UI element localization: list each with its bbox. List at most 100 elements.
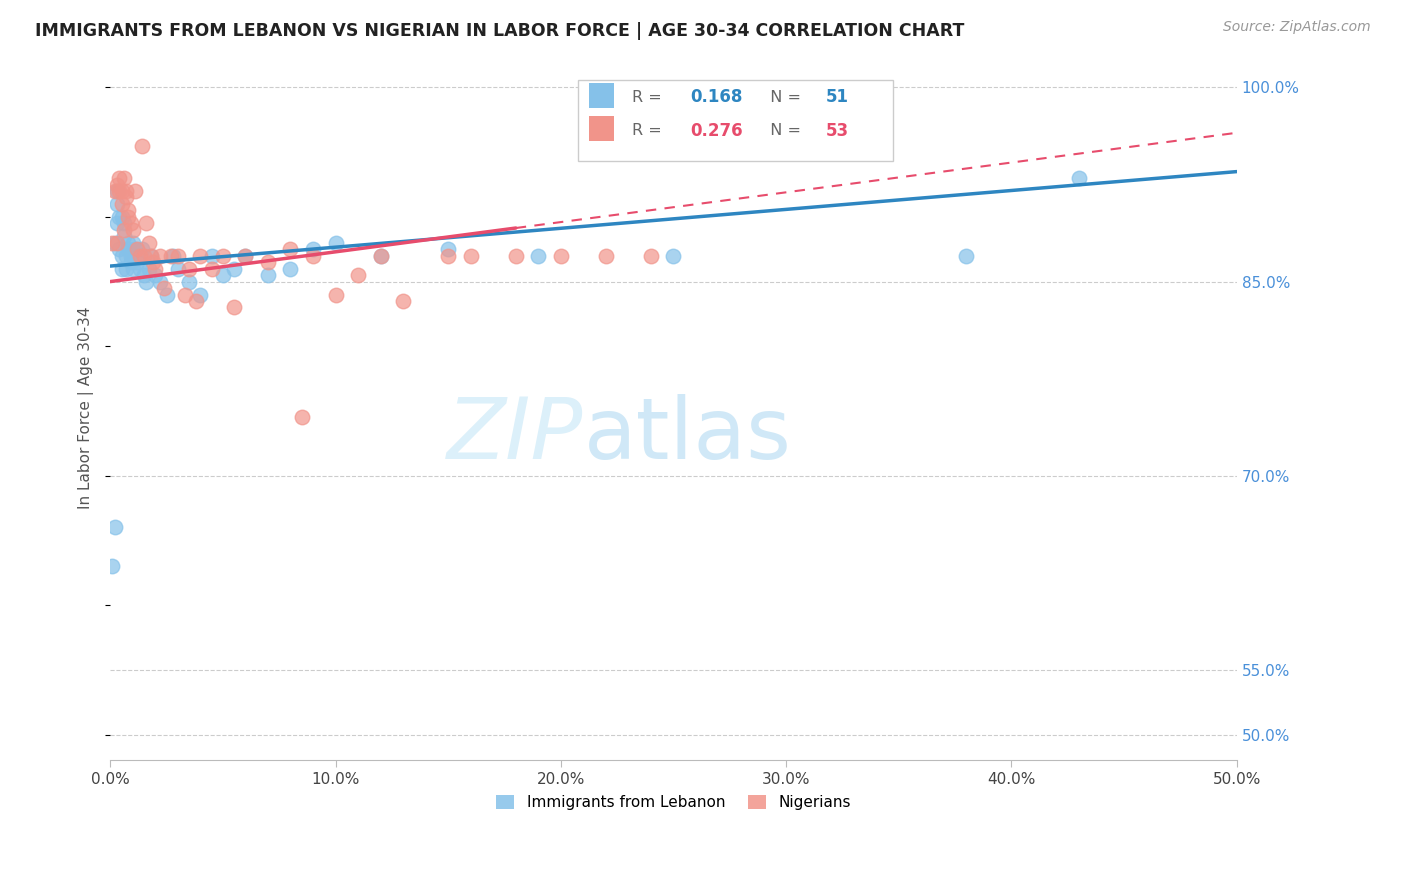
- Point: [105, 235, 128, 250]
- Point: [115, 190, 138, 204]
- Point: [108, 184, 131, 198]
- Point: [117, 235, 139, 250]
- Point: [370, 249, 392, 263]
- Point: [212, 249, 235, 263]
- Point: [127, 249, 149, 263]
- Point: [143, 261, 166, 276]
- Text: R =: R =: [631, 123, 666, 138]
- Legend: Immigrants from Lebanon, Nigerians: Immigrants from Lebanon, Nigerians: [489, 789, 858, 816]
- Point: [128, 249, 150, 263]
- Text: IMMIGRANTS FROM LEBANON VS NIGERIAN IN LABOR FORCE | AGE 30-34 CORRELATION CHART: IMMIGRANTS FROM LEBANON VS NIGERIAN IN L…: [35, 22, 965, 40]
- Point: [201, 249, 224, 263]
- FancyBboxPatch shape: [578, 79, 893, 161]
- Point: [1271, 689, 1294, 703]
- Point: [139, 249, 162, 263]
- Point: [131, 138, 153, 153]
- Point: [132, 268, 155, 282]
- Point: [640, 249, 662, 263]
- Point: [149, 275, 172, 289]
- Point: [149, 249, 172, 263]
- Point: [105, 184, 128, 198]
- Point: [662, 249, 685, 263]
- Point: [437, 249, 460, 263]
- Point: [173, 287, 195, 301]
- Point: [190, 287, 212, 301]
- Point: [108, 242, 131, 256]
- Point: [505, 249, 527, 263]
- Point: [280, 242, 302, 256]
- Point: [115, 184, 138, 198]
- Y-axis label: In Labor Force | Age 30-34: In Labor Force | Age 30-34: [79, 307, 94, 509]
- Point: [325, 235, 347, 250]
- Point: [121, 261, 143, 276]
- Text: atlas: atlas: [583, 394, 792, 477]
- Point: [160, 249, 183, 263]
- Text: 51: 51: [825, 88, 849, 106]
- Point: [104, 520, 127, 534]
- Point: [135, 275, 157, 289]
- Point: [302, 242, 325, 256]
- Point: [155, 287, 177, 301]
- Text: Source: ZipAtlas.com: Source: ZipAtlas.com: [1223, 20, 1371, 34]
- Point: [121, 235, 143, 250]
- Point: [437, 242, 460, 256]
- Point: [120, 249, 142, 263]
- Point: [117, 242, 139, 256]
- Point: [115, 261, 138, 276]
- Point: [153, 281, 176, 295]
- Point: [104, 235, 127, 250]
- Point: [115, 249, 138, 263]
- Point: [162, 249, 184, 263]
- Point: [257, 255, 280, 269]
- Point: [101, 559, 124, 574]
- Text: 0.168: 0.168: [690, 88, 742, 106]
- Point: [201, 261, 224, 276]
- Point: [132, 249, 155, 263]
- Point: [131, 242, 153, 256]
- Point: [127, 242, 149, 256]
- Point: [108, 171, 131, 186]
- Point: [280, 261, 302, 276]
- Point: [112, 171, 135, 186]
- Bar: [589, 83, 614, 108]
- Point: [120, 216, 142, 230]
- Text: N =: N =: [761, 123, 807, 138]
- Point: [112, 216, 135, 230]
- Text: 53: 53: [825, 121, 849, 140]
- Point: [224, 301, 246, 315]
- Point: [135, 216, 157, 230]
- Point: [120, 255, 142, 269]
- Point: [108, 210, 131, 224]
- Text: R =: R =: [631, 90, 666, 105]
- Point: [166, 249, 188, 263]
- Point: [128, 261, 150, 276]
- Point: [117, 210, 139, 224]
- Point: [127, 255, 149, 269]
- Point: [110, 249, 132, 263]
- Point: [138, 235, 160, 250]
- Point: [184, 293, 207, 308]
- Text: ZIP: ZIP: [447, 394, 583, 477]
- Bar: [589, 116, 614, 141]
- Point: [117, 203, 139, 218]
- Point: [235, 249, 257, 263]
- Point: [110, 210, 132, 224]
- Point: [347, 268, 370, 282]
- Point: [101, 235, 124, 250]
- Point: [257, 268, 280, 282]
- Point: [139, 249, 162, 263]
- Point: [105, 197, 128, 211]
- Point: [142, 255, 165, 269]
- Point: [550, 249, 572, 263]
- Point: [105, 178, 128, 192]
- Point: [105, 216, 128, 230]
- Text: 0.276: 0.276: [690, 121, 742, 140]
- Point: [110, 197, 132, 211]
- Point: [121, 223, 143, 237]
- Text: N =: N =: [761, 90, 807, 105]
- Point: [595, 249, 617, 263]
- Point: [143, 268, 166, 282]
- Point: [138, 261, 160, 276]
- Point: [527, 249, 550, 263]
- Point: [392, 293, 415, 308]
